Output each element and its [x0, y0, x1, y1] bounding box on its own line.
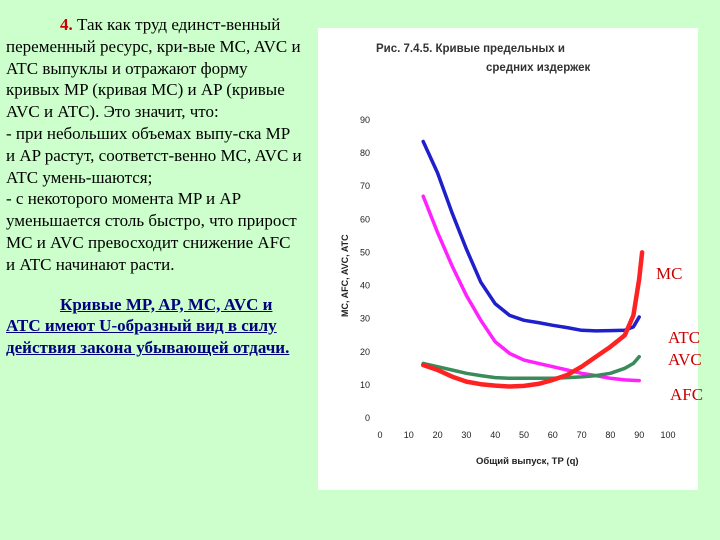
- x-tick-label: 90: [634, 430, 644, 440]
- paragraph-u-shape[interactable]: Кривые MP, AP, MC, AVC и ATC имеют U-обр…: [6, 294, 302, 359]
- label-mc: MC: [656, 264, 683, 283]
- paragraph-intro-text: Так как труд единст-венный переменный ре…: [6, 15, 301, 122]
- chart-title-line-2: средних издержек: [486, 62, 590, 74]
- paragraph-intro: 4. Так как труд единст-венный переменный…: [6, 14, 302, 123]
- y-tick-label: 70: [360, 181, 370, 191]
- x-tick-label: 70: [577, 430, 587, 440]
- paragraph-turning-point: - с некоторого момента MP и AP уменьшает…: [6, 189, 297, 274]
- paragraph-small-output: - при небольших объемах выпу-ска MP и AP…: [6, 123, 302, 187]
- series-line-atc: [421, 139, 641, 333]
- y-tick-label: 0: [365, 413, 370, 423]
- label-afc: AFC: [670, 385, 704, 404]
- chart-title-line-1: Рис. 7.4.5. Кривые предельных и: [376, 43, 565, 55]
- x-tick-label: 80: [605, 430, 615, 440]
- y-tick-label: 50: [360, 247, 370, 257]
- y-tick-label: 40: [360, 281, 370, 291]
- y-tick-label: 80: [360, 148, 370, 158]
- x-tick-label: 60: [548, 430, 558, 440]
- x-tick-label: 40: [490, 430, 500, 440]
- series-line-mc: [420, 250, 645, 389]
- y-tick-label: 30: [360, 314, 370, 324]
- chart-axes: 0 10 20 30 40 50 60 70 80 90 0 10 20 30 40 50 60 70 80 90 10…: [360, 115, 676, 440]
- series-line-afc: [421, 194, 641, 383]
- y-tick-label: 60: [360, 214, 370, 224]
- x-axis-label: Общий выпуск, ТР (q): [476, 456, 579, 467]
- y-axis-label: MC, AFC, AVC, ATC: [340, 234, 350, 317]
- y-tick-label: 90: [360, 115, 370, 125]
- paragraph-u-shape-text[interactable]: Кривые MP, AP, MC, AVC и ATC имеют U-обр…: [6, 294, 290, 358]
- x-tick-label: 100: [660, 430, 675, 440]
- text-panel: 4. Так как труд единст-венный переменный…: [6, 14, 302, 359]
- chart-panel: Рис. 7.4.5. Кривые предельных и средних …: [318, 28, 698, 490]
- y-tick-label: 20: [360, 347, 370, 357]
- chart-series: [420, 139, 645, 389]
- x-tick-label: 10: [404, 430, 414, 440]
- series-line-avc: [421, 354, 641, 381]
- label-avc: AVC: [668, 350, 702, 369]
- paragraph-number: 4.: [60, 15, 73, 34]
- y-tick-label: 10: [360, 380, 370, 390]
- label-atc: ATC: [668, 328, 701, 347]
- x-tick-label: 20: [433, 430, 443, 440]
- x-tick-label: 50: [519, 430, 529, 440]
- x-tick-label: 0: [377, 430, 382, 440]
- cost-curves-chart: Рис. 7.4.5. Кривые предельных и средних …: [340, 43, 676, 467]
- x-tick-label: 30: [461, 430, 471, 440]
